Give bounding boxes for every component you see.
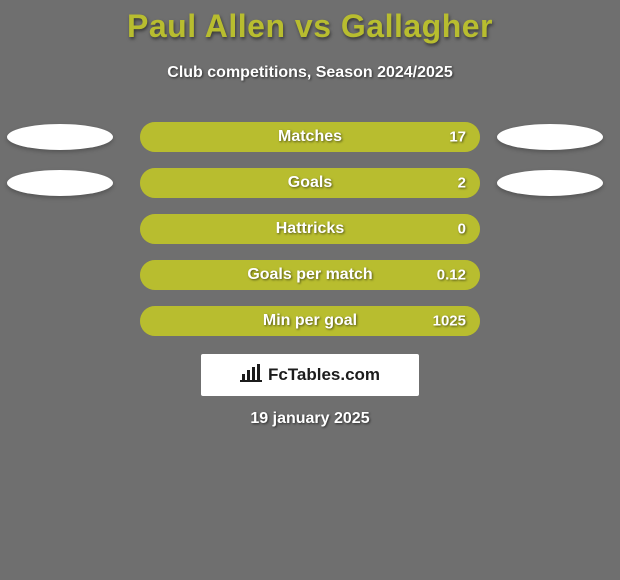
brand-badge: FcTables.com [201,354,419,396]
stat-value: 2 [140,175,466,192]
stat-row: Matches17 [0,122,620,152]
stat-row: Min per goal1025 [0,306,620,336]
stat-row: Hattricks0 [0,214,620,244]
stat-row: Goals per match0.12 [0,260,620,290]
brand-text: FcTables.com [268,365,380,385]
barchart-icon [240,364,262,387]
stat-value: 1025 [140,313,466,330]
date-text: 19 january 2025 [0,410,620,428]
club-logo-left [7,170,113,196]
stat-value: 17 [140,129,466,146]
club-logo-right [497,124,603,150]
brand-inner: FcTables.com [240,364,380,387]
stat-value: 0.12 [140,267,466,284]
comparison-infographic: Paul Allen vs Gallagher Club competition… [0,0,620,580]
stat-row: Goals2 [0,168,620,198]
club-logo-left [7,124,113,150]
subtitle: Club competitions, Season 2024/2025 [0,64,620,82]
page-title: Paul Allen vs Gallagher [0,8,620,45]
club-logo-right [497,170,603,196]
stat-value: 0 [140,221,466,238]
